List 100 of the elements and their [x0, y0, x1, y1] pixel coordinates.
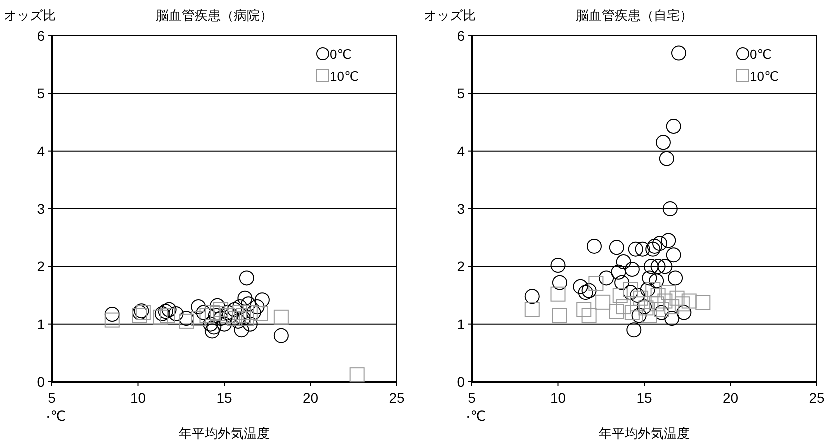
point	[524, 289, 540, 304]
y-tick-label: 5	[457, 86, 466, 102]
point	[239, 270, 254, 286]
point	[254, 292, 270, 308]
point	[646, 282, 661, 298]
point	[158, 304, 174, 320]
x-tick-label: 10	[130, 390, 146, 406]
point	[230, 314, 246, 329]
point	[628, 242, 644, 257]
point	[668, 270, 684, 286]
point	[664, 311, 680, 326]
point	[350, 368, 365, 383]
point	[132, 308, 148, 324]
point	[624, 262, 640, 278]
point	[674, 296, 690, 312]
point	[661, 233, 676, 248]
point	[658, 259, 673, 274]
point	[104, 312, 120, 328]
point	[250, 300, 265, 315]
x-tick-label: 25	[389, 390, 405, 406]
legend-label: 10℃	[750, 69, 780, 84]
point	[623, 285, 638, 300]
point	[634, 290, 649, 306]
point	[191, 300, 206, 315]
point	[612, 288, 628, 303]
y-tick-label: 6	[37, 28, 46, 44]
point	[654, 305, 670, 320]
point	[104, 307, 120, 322]
x-tick-label: 15	[216, 390, 232, 406]
chart-title: 脳血管疾患（自宅）	[576, 8, 693, 23]
y-axis-title: オッズ比	[424, 8, 476, 23]
y-tick-label: 2	[37, 258, 46, 275]
point	[656, 135, 671, 150]
point	[650, 288, 666, 303]
point	[253, 306, 268, 322]
point	[204, 324, 220, 339]
point	[642, 270, 658, 286]
point	[582, 308, 597, 324]
point	[624, 305, 640, 320]
point	[672, 46, 686, 61]
text: ·℃	[466, 408, 486, 424]
y-tick-label: 3	[37, 201, 46, 217]
point	[596, 294, 611, 310]
point	[214, 302, 229, 318]
point	[220, 308, 236, 324]
point	[274, 328, 289, 344]
point	[524, 302, 540, 318]
point	[227, 311, 242, 326]
point	[588, 276, 604, 292]
point	[242, 305, 258, 320]
y-tick-label: 2	[457, 258, 466, 275]
point	[153, 310, 168, 325]
point	[234, 322, 250, 338]
point	[200, 308, 215, 324]
point	[154, 306, 170, 322]
point	[552, 275, 568, 290]
point	[611, 264, 626, 280]
point	[652, 236, 668, 252]
point	[650, 259, 666, 274]
chart-title: 脳血管疾患（病院）	[156, 8, 273, 23]
point	[242, 316, 258, 332]
y-tick-label: 0	[37, 374, 46, 390]
y-tick-label: 1	[37, 316, 46, 332]
point	[586, 238, 602, 254]
point	[630, 288, 646, 303]
point	[203, 316, 218, 332]
point	[662, 202, 678, 216]
point	[670, 290, 685, 306]
y-tick-label: 3	[457, 201, 466, 217]
point	[239, 311, 254, 326]
point	[623, 282, 638, 298]
point	[614, 275, 630, 290]
point	[232, 305, 248, 320]
x-axis-title: 年平均外気温度	[179, 426, 270, 441]
point	[204, 305, 220, 320]
x-tick-label: 20	[722, 390, 739, 406]
point	[168, 306, 184, 322]
legend-label: 10℃	[330, 69, 360, 84]
point	[232, 300, 248, 315]
point	[642, 308, 658, 324]
point	[236, 308, 251, 324]
point	[696, 295, 711, 310]
point	[644, 259, 659, 274]
point	[217, 316, 232, 332]
legend-label: 0℃	[330, 47, 352, 62]
point	[191, 311, 206, 326]
point	[654, 302, 670, 318]
point	[661, 285, 676, 300]
y-axis-title: オッズ比	[4, 8, 56, 23]
point	[550, 258, 566, 274]
point	[599, 270, 614, 286]
point	[576, 302, 592, 318]
point	[582, 283, 597, 298]
point	[162, 302, 177, 318]
point	[616, 300, 632, 315]
legend-label: 0℃	[750, 47, 772, 62]
x-tick-label: 10	[550, 390, 566, 406]
point	[646, 242, 661, 257]
y-tick-label: 5	[37, 86, 46, 102]
point	[609, 304, 624, 320]
